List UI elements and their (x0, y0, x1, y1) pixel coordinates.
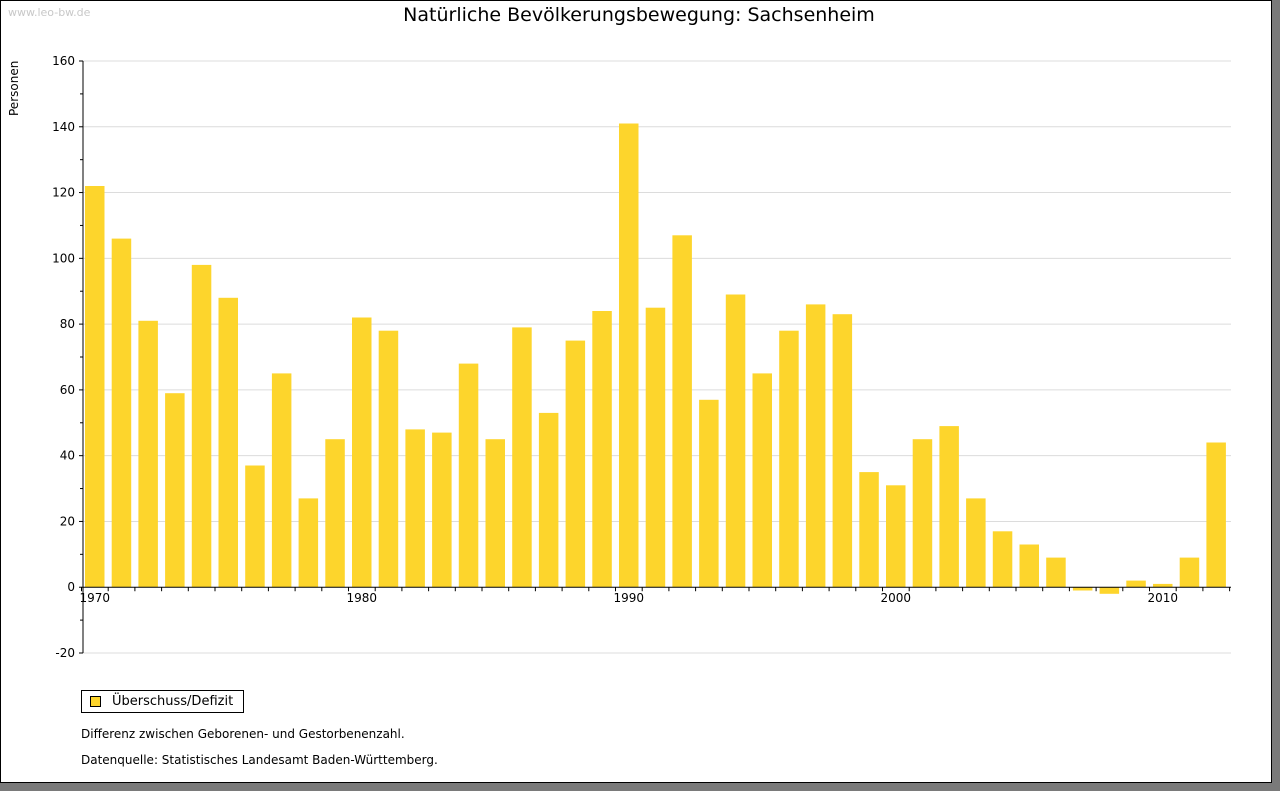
y-tick-label--20: -20 (55, 646, 75, 660)
bar-2009 (1126, 580, 1146, 588)
bar-2005 (1019, 544, 1039, 588)
y-tick-label-60: 60 (60, 383, 75, 397)
bar-2006 (1046, 557, 1066, 588)
bar-2001 (912, 439, 933, 588)
definition-note: Differenz zwischen Geborenen- und Gestor… (81, 727, 405, 741)
y-tick-label-160: 160 (52, 54, 75, 68)
bar-1983 (432, 432, 452, 588)
axes (79, 60, 1231, 654)
bar-1995 (752, 373, 772, 588)
tick-labels: -20 0 20 40 60 80 100 120 140 160 1970 1980 1990 2000… (52, 54, 1178, 660)
y-tick-label-0: 0 (67, 580, 75, 594)
bar-1979 (325, 439, 345, 588)
bar-1985 (485, 439, 505, 588)
bar-1987 (538, 412, 559, 588)
x-tick-label-2000: 2000 (880, 591, 911, 605)
bar-1989 (592, 311, 612, 588)
bar-1992 (672, 235, 692, 588)
bar-2000 (886, 485, 906, 588)
bar-1984 (458, 363, 479, 588)
x-tick-label-2010: 2010 (1147, 591, 1178, 605)
bar-2012 (1206, 442, 1226, 588)
bar-2007 (1072, 587, 1093, 591)
bar-2008 (1099, 587, 1120, 594)
bar-1975 (218, 297, 238, 588)
legend: Überschuss/Defizit (81, 690, 245, 713)
bar-1970 (85, 186, 105, 588)
y-tick-label-100: 100 (52, 251, 75, 265)
bar-1977 (271, 373, 292, 588)
bar-1971 (111, 238, 132, 588)
bar-2010 (1153, 583, 1173, 588)
x-tick-label-1990: 1990 (613, 591, 644, 605)
bar-1996 (779, 330, 799, 588)
bar-1988 (565, 340, 586, 588)
bar-1980 (352, 317, 372, 588)
y-tick-label-40: 40 (60, 449, 75, 463)
bar-1994 (725, 294, 746, 588)
bar-1998 (832, 314, 853, 588)
x-tick-label-1970: 1970 (79, 591, 110, 605)
bar-1997 (805, 304, 826, 588)
y-tick-label-20: 20 (60, 514, 75, 528)
watermark: www.leo-bw.de (8, 6, 91, 19)
source-note: Datenquelle: Statistisches Landesamt Bad… (81, 753, 438, 767)
y-tick-label-140: 140 (52, 120, 75, 134)
bar-1972 (138, 320, 158, 588)
bar-2002 (939, 426, 959, 588)
bar-1976 (245, 465, 265, 588)
bar-1999 (859, 472, 879, 588)
legend-label: Überschuss/Defizit (112, 694, 234, 709)
bar-1974 (191, 264, 212, 588)
bars (85, 123, 1226, 594)
bar-chart: -20 0 20 40 60 80 100 120 140 160 1970 1980 1990 2000… (52, 54, 1231, 660)
bar-2003 (966, 498, 986, 588)
bar-1973 (165, 393, 185, 588)
bar-1993 (699, 399, 719, 588)
bar-2004 (992, 531, 1013, 588)
y-tick-label-120: 120 (52, 186, 75, 200)
bar-1991 (645, 307, 666, 588)
bar-1978 (298, 498, 319, 588)
y-tick-label-80: 80 (60, 317, 75, 331)
bar-2011 (1179, 557, 1200, 588)
legend-swatch (90, 696, 101, 707)
chart-title: Natürliche Bevölkerungsbewegung: Sachsen… (403, 4, 875, 26)
bar-1990 (619, 123, 639, 588)
bar-1986 (512, 327, 532, 588)
bar-1982 (405, 429, 425, 588)
x-tick-label-1980: 1980 (346, 591, 377, 605)
bar-1981 (378, 330, 399, 588)
